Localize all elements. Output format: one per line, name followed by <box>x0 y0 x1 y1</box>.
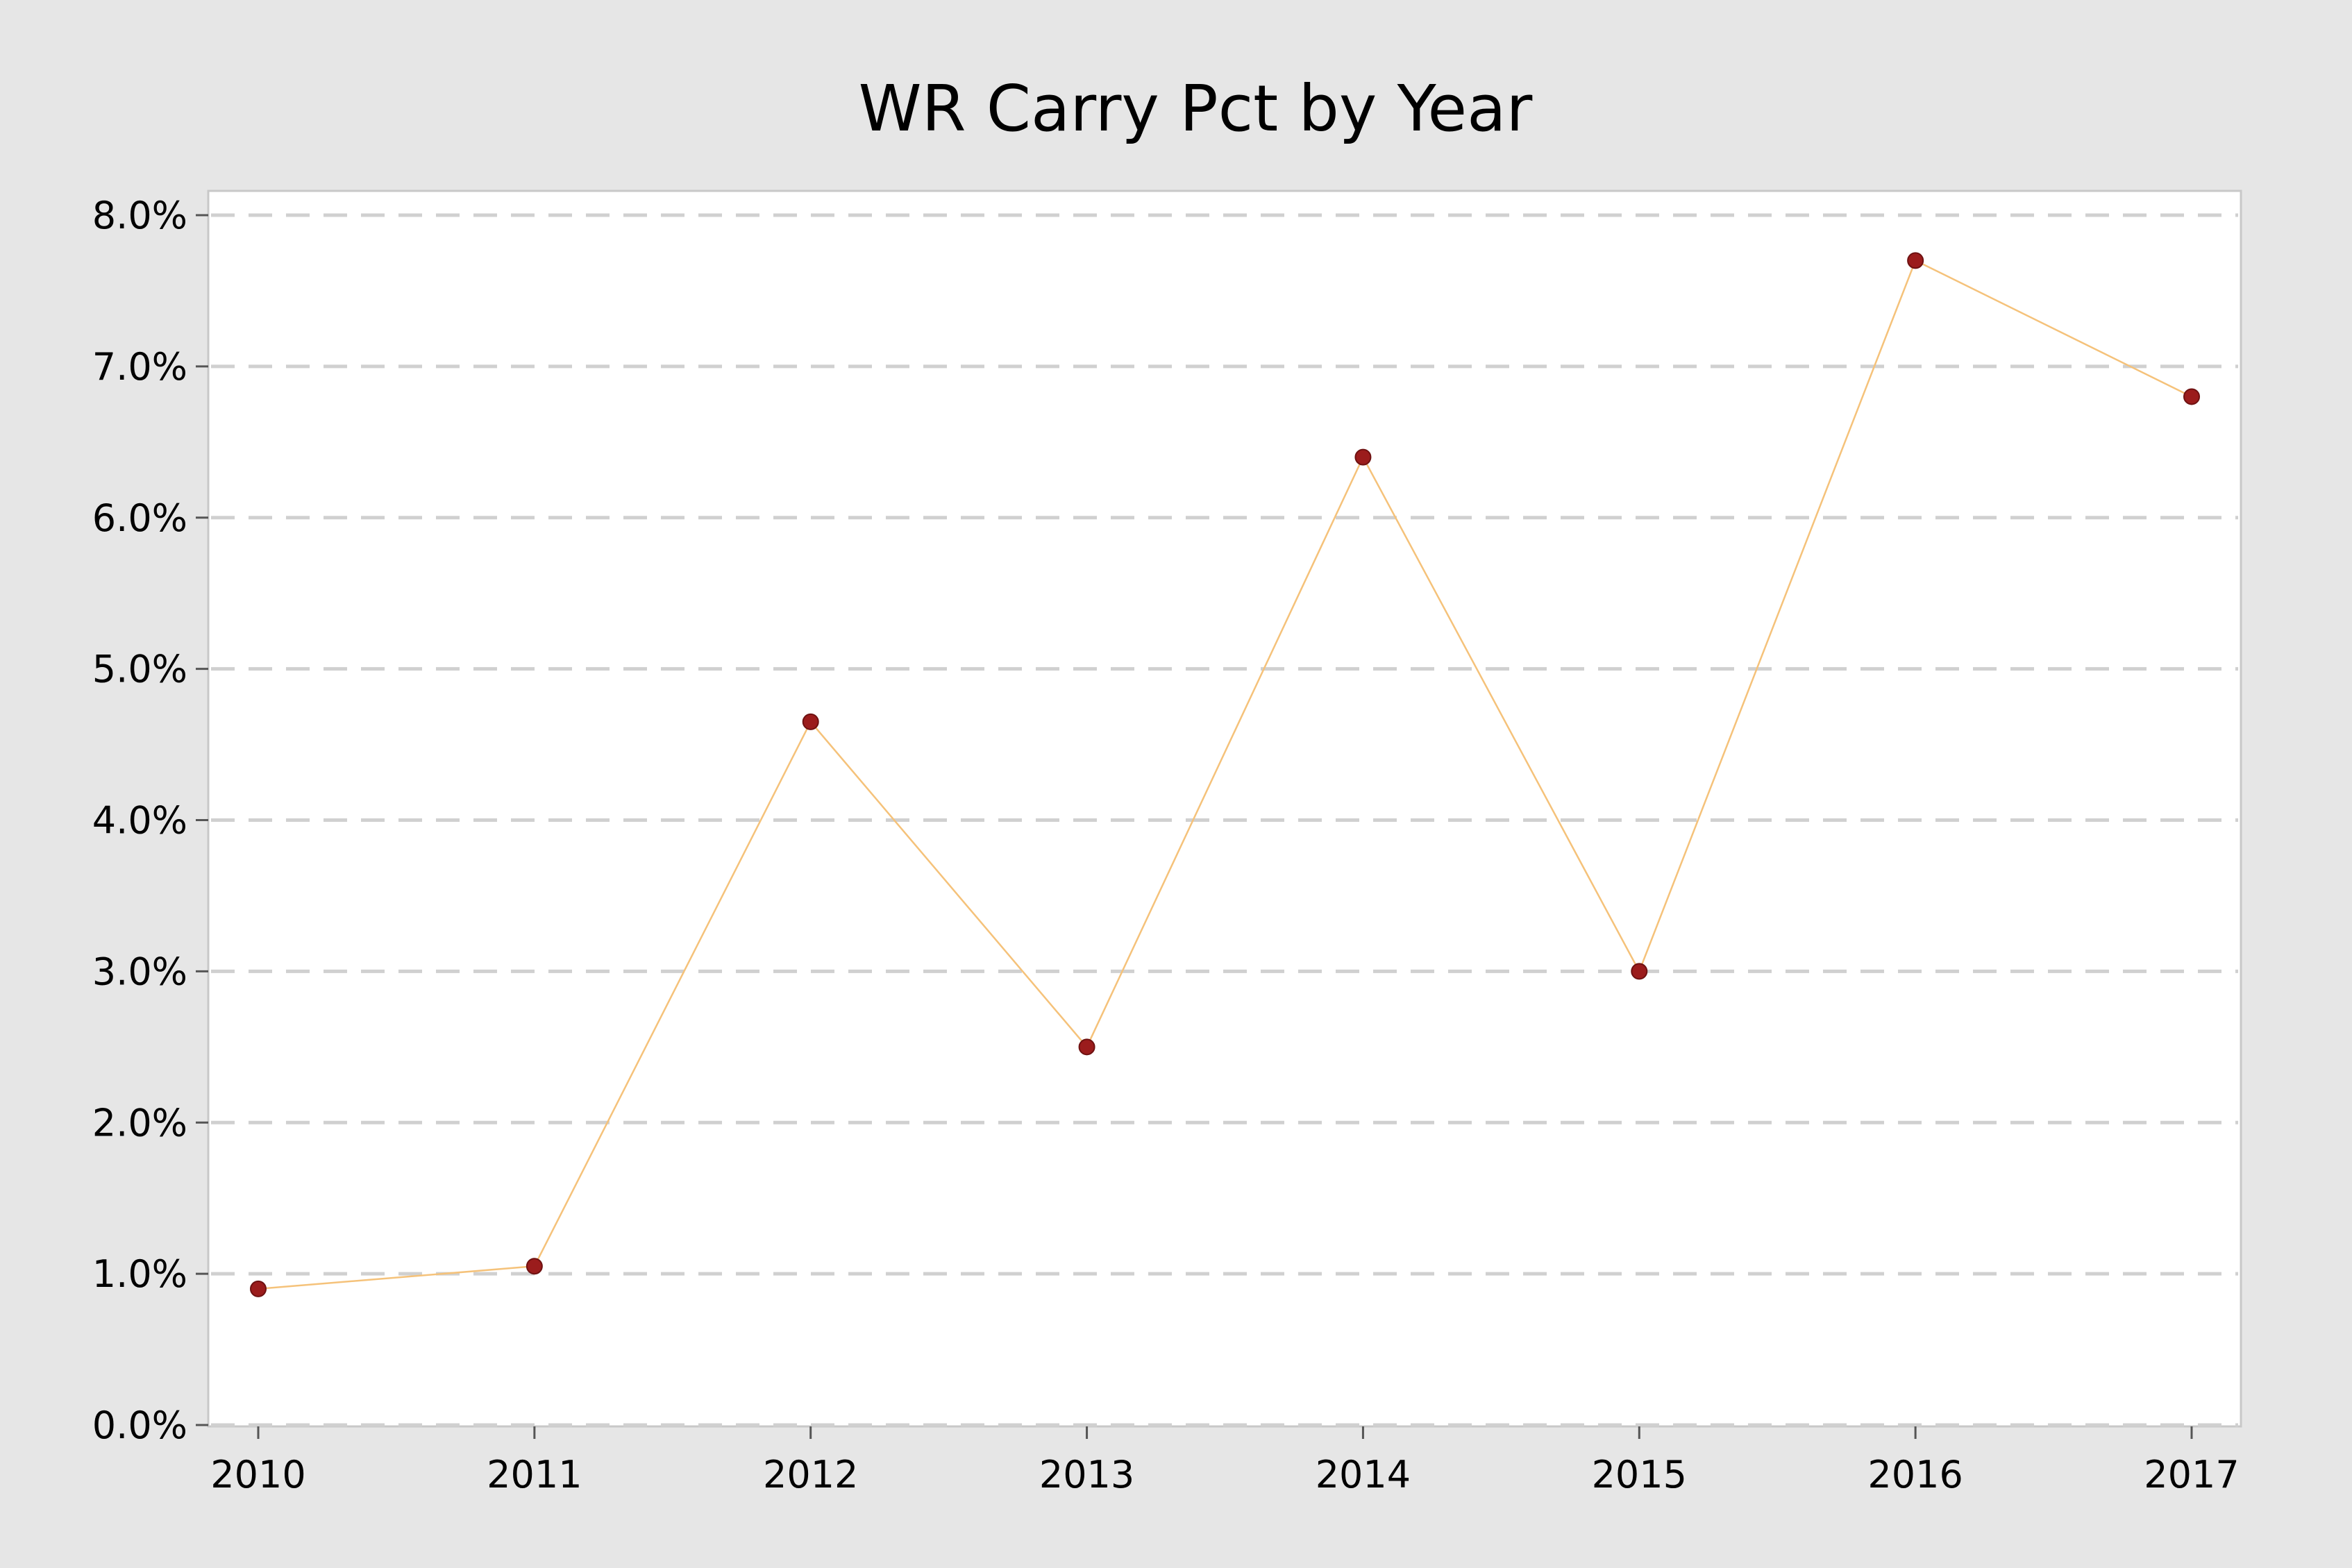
data-point[interactable] <box>526 1258 543 1275</box>
y-tick-label: 3.0% <box>92 950 187 993</box>
data-point[interactable] <box>1354 448 1372 466</box>
x-tick-label: 2014 <box>1316 1453 1411 1497</box>
x-tick-label: 2017 <box>2144 1453 2239 1497</box>
x-tick-label: 2012 <box>763 1453 858 1497</box>
y-tick-labels: 0.0% 1.0% 2.0% 3.0% 4.0% 5.0% 6.0% 7.0% 8.0% <box>92 194 187 1447</box>
series-layer <box>250 252 2200 1297</box>
data-point[interactable] <box>1078 1038 1095 1056</box>
x-tick-label: 2015 <box>1592 1453 1687 1497</box>
y-tick-label: 5.0% <box>92 648 187 691</box>
data-point[interactable] <box>1631 963 1648 980</box>
x-tick-label: 2011 <box>487 1453 582 1497</box>
data-point[interactable] <box>1907 252 1924 269</box>
y-tick-label: 2.0% <box>92 1101 187 1145</box>
x-tick-label: 2010 <box>210 1453 305 1497</box>
x-tick-label: 2013 <box>1039 1453 1134 1497</box>
y-tick-label: 1.0% <box>92 1252 187 1296</box>
y-tick-label: 7.0% <box>92 345 187 389</box>
series-line <box>258 259 2192 1290</box>
data-point[interactable] <box>802 713 819 730</box>
axes <box>196 214 2193 1439</box>
y-tick-label: 8.0% <box>92 194 187 237</box>
x-tick-labels: 2010 2011 2012 2013 2014 2015 2016 2017 <box>210 1453 2239 1497</box>
plot-area <box>207 189 2242 1428</box>
chart-title: WR Carry Pct by Year <box>859 71 1533 146</box>
y-tick-label: 4.0% <box>92 799 187 843</box>
x-tick-label: 2016 <box>1867 1453 1963 1497</box>
gridlines <box>211 213 2238 1427</box>
y-tick-label: 0.0% <box>92 1403 187 1447</box>
y-tick-label: 6.0% <box>92 496 187 540</box>
data-point[interactable] <box>250 1280 267 1297</box>
data-point[interactable] <box>2183 388 2200 405</box>
